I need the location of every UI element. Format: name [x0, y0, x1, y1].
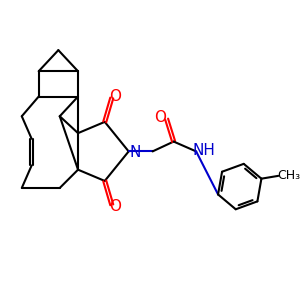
- Text: O: O: [154, 110, 166, 125]
- Text: CH₃: CH₃: [278, 169, 300, 182]
- Text: O: O: [109, 199, 121, 214]
- Text: N: N: [129, 145, 140, 160]
- Text: NH: NH: [193, 143, 215, 158]
- Text: O: O: [109, 89, 121, 104]
